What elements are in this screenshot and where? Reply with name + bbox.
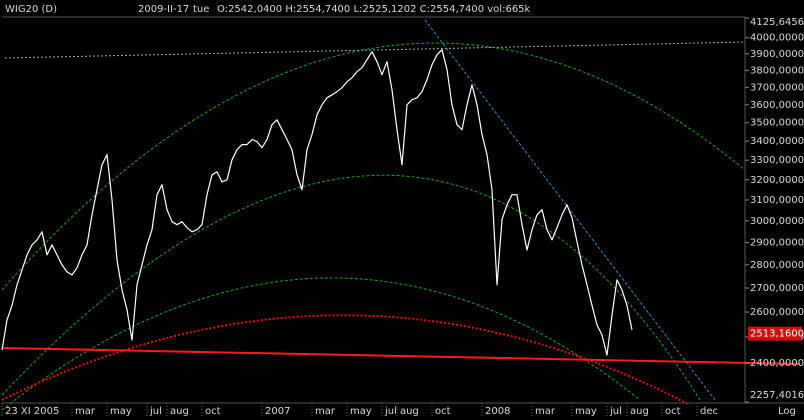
x-tick-label: mar <box>535 406 556 417</box>
x-tick-label: jul <box>149 406 162 417</box>
x-tick-label: 2007 <box>265 406 290 417</box>
analysis-drawings <box>1 19 801 411</box>
x-tick-label: aug <box>170 406 189 417</box>
trend-line <box>424 19 716 401</box>
x-tick-label: mar <box>75 406 96 417</box>
x-tick-label: 23 XI 2005 <box>5 406 59 417</box>
last-price-label: 2513,1600 <box>750 329 804 340</box>
y-tick-label: 2700,0000 <box>750 283 804 294</box>
y-tick-label: 2400,0000 <box>750 358 804 369</box>
quote-values: O:2542,0400 H:2554,7400 L:2525,1202 C:25… <box>217 4 531 15</box>
arc-inner <box>1 277 641 411</box>
x-tick-label: 2008 <box>485 406 510 417</box>
y-tick-label: 3600,0000 <box>750 100 804 111</box>
y-tick-label: 3200,0000 <box>750 175 804 186</box>
arc-red <box>1 314 691 406</box>
y-tick-label: 3700,0000 <box>750 82 804 93</box>
quote-date: 2009-II-17 <box>138 4 189 15</box>
y-tick-label: 3800,0000 <box>750 65 804 76</box>
resistance-line <box>4 41 746 59</box>
y-tick-label: 4000,0000 <box>750 33 804 44</box>
y-tick-label: 3000,0000 <box>750 216 804 227</box>
x-tick-label: dec <box>700 406 718 417</box>
arc-outer <box>1 42 746 291</box>
x-tick-label: mar <box>315 406 336 417</box>
price-line <box>1 49 633 356</box>
y-tick-label: 3300,0000 <box>750 155 804 166</box>
scale-label: Log <box>778 406 796 417</box>
y-tick-label: 2600,0000 <box>750 307 804 318</box>
support-line <box>1 347 801 365</box>
y-tick-label: 2257,4016 <box>750 390 804 401</box>
arc-middle <box>1 174 701 401</box>
x-tick-label: jul <box>609 406 622 417</box>
y-tick-label: 2900,0000 <box>750 237 804 248</box>
y-tick-label: 3100,0000 <box>750 195 804 206</box>
chart-title: WIG20 (D) <box>5 4 57 15</box>
x-tick-label: oct <box>665 406 681 417</box>
last-price-box <box>748 326 802 341</box>
y-tick-label: 2800,0000 <box>750 260 804 271</box>
x-tick-label: jul <box>384 406 397 417</box>
y-tick-label: 4125,6456 <box>750 17 804 28</box>
x-tick-label: oct <box>205 406 221 417</box>
x-tick-label: oct <box>435 406 451 417</box>
x-tick-label: aug <box>630 406 649 417</box>
y-tick-label: 3500,0000 <box>750 118 804 129</box>
x-tick-label: may <box>575 406 597 417</box>
y-tick-label: 3400,0000 <box>750 136 804 147</box>
quote-weekday: tue <box>193 4 209 15</box>
y-tick-label: 3900,0000 <box>750 49 804 60</box>
x-tick-label: aug <box>400 406 419 417</box>
x-tick-label: may <box>110 406 132 417</box>
x-tick-label: may <box>350 406 372 417</box>
